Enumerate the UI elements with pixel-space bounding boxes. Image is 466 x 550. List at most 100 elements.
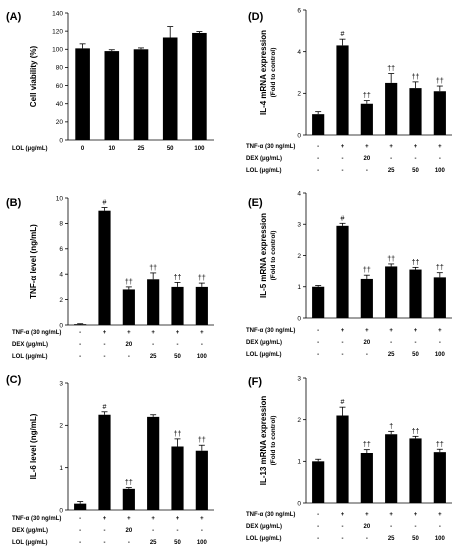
panel-c: (C) 0 1 2 3 IL-6 level (ng/mL) # †† †† †† TNF-α (3…: [6, 374, 214, 546]
treatment-cell: -: [79, 354, 81, 360]
y-tick-label: 4: [297, 190, 301, 197]
bar: [192, 32, 207, 141]
treatment-cell: -: [104, 354, 106, 360]
significance-mark: ††: [412, 259, 420, 266]
treatment-cell: +: [151, 330, 155, 336]
panel-b: (B) 0 2 4 6 8 10 TNF-α level (ng/mL) # †† †† †† †† TN…: [6, 195, 214, 360]
treatment-cell: +: [438, 512, 442, 518]
bar: [385, 434, 398, 503]
panel-label: (A): [6, 11, 22, 23]
y-tick-label: 4: [59, 272, 63, 279]
treatment-cell: 25: [138, 146, 145, 152]
treatment-cell: 25: [388, 536, 395, 542]
treatment-cell: +: [438, 144, 442, 150]
bar: [360, 278, 373, 318]
bar: [74, 503, 87, 510]
significance-mark: ††: [436, 441, 444, 448]
y-tick-label: 0: [59, 137, 63, 144]
panel-e: (E) 0 1 2 3 4 IL-5 mRNA expression (Fold to con…: [246, 190, 452, 358]
treatment-cell: 50: [412, 168, 419, 174]
treatment-row-label: DEX (μg/mL): [12, 342, 48, 348]
treatment-cell: +: [414, 328, 418, 334]
treatment-cell: +: [389, 328, 393, 334]
treatment-cell: -: [79, 528, 81, 534]
bar: [336, 225, 349, 318]
significance-mark: ††: [149, 265, 157, 272]
y-tick-label: 0: [297, 315, 301, 322]
treatment-cell: 20: [363, 340, 370, 346]
y-tick-label: 80: [56, 65, 64, 72]
treatment-cell: -: [390, 340, 392, 346]
treatment-cell: 25: [388, 168, 395, 174]
y-tick-label: 1: [297, 459, 301, 466]
significance-mark: ††: [412, 74, 420, 81]
bar: [312, 114, 325, 135]
y-tick-label: 0: [59, 507, 63, 514]
bar: [409, 88, 422, 135]
treatment-cell: -: [79, 540, 81, 546]
treatment-cell: -: [128, 354, 130, 360]
significance-mark: ††: [174, 431, 182, 438]
significance-mark: ††: [363, 267, 371, 274]
treatment-cell: +: [414, 144, 418, 150]
treatment-cell: 100: [435, 168, 446, 174]
y-tick-label: 60: [56, 83, 64, 90]
panel-label: (E): [248, 197, 263, 209]
treatment-cell: 20: [363, 156, 370, 162]
treatment-cell: -: [79, 516, 81, 522]
y-tick-label: 0: [297, 132, 301, 139]
treatment-row-label: LOL (μg/mL): [12, 354, 48, 360]
y-axis-title: Cell viability (%): [29, 45, 38, 107]
treatment-cell: -: [415, 340, 417, 346]
bar: [360, 453, 373, 503]
significance-mark: ††: [436, 78, 444, 85]
significance-mark: ††: [436, 265, 444, 272]
treatment-cell: 20: [363, 524, 370, 530]
panel-label: (F): [248, 376, 262, 388]
bar: [409, 269, 422, 318]
treatment-cell: -: [79, 342, 81, 348]
significance-mark: #: [341, 399, 345, 406]
treatment-cell: -: [390, 156, 392, 162]
treatment-row-label: TNF-α (30 ng/mL): [246, 144, 295, 150]
treatment-cell: 25: [150, 354, 157, 360]
y-tick-label: 3: [59, 380, 63, 387]
treatment-cell: -: [439, 524, 441, 530]
treatment-cell: 100: [197, 354, 208, 360]
treatment-row-label: LOL (μg/mL): [246, 168, 282, 174]
y-axis-subtitle: (Fold to control): [270, 416, 277, 466]
panel-label: (C): [6, 374, 22, 386]
treatment-cell: -: [104, 528, 106, 534]
y-tick-label: 10: [56, 195, 64, 202]
bar: [433, 277, 446, 318]
treatment-cell: +: [389, 144, 393, 150]
y-tick-label: 120: [52, 28, 63, 35]
treatment-cell: +: [127, 330, 131, 336]
treatment-row-label: LOL (μg/mL): [12, 540, 48, 546]
treatment-cell: -: [317, 144, 319, 150]
treatment-cell: +: [341, 328, 345, 334]
treatment-cell: 100: [435, 352, 446, 358]
bar: [336, 45, 349, 135]
treatment-row-label: DEX (μg/mL): [246, 524, 282, 530]
treatment-cell: +: [200, 330, 204, 336]
y-axis-title: TNF-α level (ng/mL): [29, 224, 38, 299]
treatment-cell: +: [341, 512, 345, 518]
significance-mark: #: [103, 404, 107, 411]
bar: [133, 49, 149, 140]
y-tick-label: 6: [297, 7, 301, 14]
treatment-cell: -: [152, 528, 154, 534]
bar: [162, 37, 178, 140]
bar: [122, 289, 135, 325]
y-tick-label: 40: [56, 101, 64, 108]
treatment-cell: -: [342, 536, 344, 542]
treatment-cell: -: [342, 524, 344, 530]
y-axis-subtitle: (Fold to control): [270, 48, 277, 98]
bar: [122, 488, 135, 510]
treatment-cell: -: [439, 340, 441, 346]
treatment-cell: -: [317, 328, 319, 334]
significance-mark: ††: [387, 256, 395, 263]
treatment-cell: 100: [194, 146, 205, 152]
